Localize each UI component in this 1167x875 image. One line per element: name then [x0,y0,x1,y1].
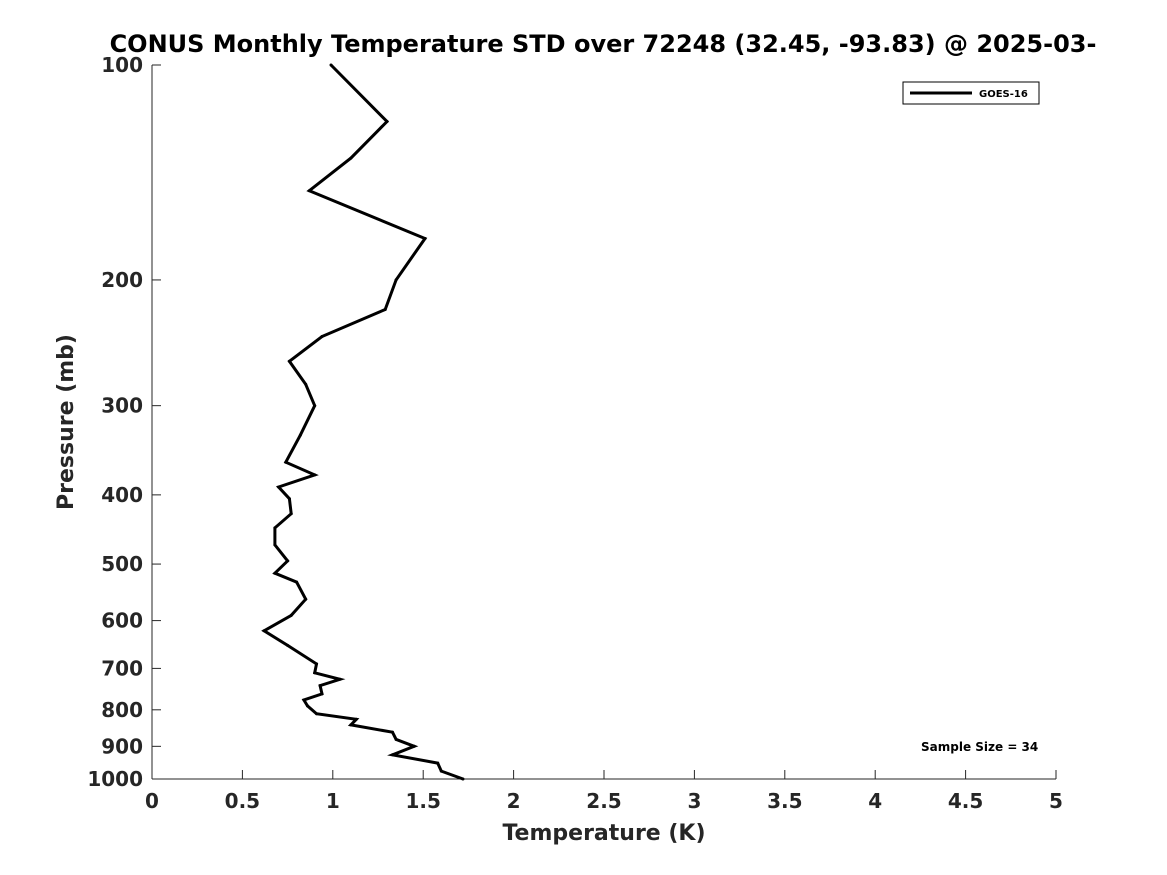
y-tick-label: 700 [101,656,143,680]
data-point [286,559,290,563]
y-tick-label: 500 [101,552,143,576]
data-point [273,571,277,575]
data-point [273,526,277,530]
y-tick-label: 200 [101,268,143,292]
data-point [320,692,324,696]
data-point [295,580,299,584]
data-point [320,335,324,338]
legend-label-goes16: GOES-16 [979,89,1028,100]
x-tick-label: 3 [687,789,701,813]
plot-axes [151,65,1056,780]
data-point [391,730,394,734]
data-point [286,643,290,647]
data-point [313,404,317,408]
data-point [436,761,440,765]
data-point [349,156,353,160]
data-point [287,497,291,501]
data-point [306,704,309,708]
data-point [338,677,342,681]
y-tick-label: 900 [101,734,143,758]
data-point [304,597,308,601]
data-point [302,698,306,702]
data-point [461,777,465,781]
data-point [273,543,277,547]
data-point [412,744,416,748]
sample-size-annotation: Sample Size = 34 [921,740,1038,754]
x-tick-label: 4.5 [948,789,983,813]
data-point [277,485,281,489]
data-point [289,613,293,617]
data-point [394,737,398,741]
data-point [313,473,317,477]
x-tick-label: 2.5 [586,789,621,813]
chart-title: CONUS Monthly Temperature STD over 72248… [110,30,1097,58]
data-point [394,278,398,282]
x-tick-label: 5 [1049,789,1063,813]
x-axis-ticks: 0 0.5 1 1.5 2 2.5 3 3.5 4 4.5 5 [145,770,1063,813]
data-point [383,308,387,311]
data-point [318,684,322,688]
data-point [349,723,353,727]
y-tick-label: 1000 [87,767,143,791]
y-axis-label: Pressure (mb) [54,334,79,510]
x-axis-label: Temperature (K) [502,821,705,846]
data-point [313,671,317,675]
data-point [329,63,333,67]
data-point [284,460,288,464]
series-layer [261,63,465,781]
data-point [315,662,318,666]
x-tick-label: 0.5 [225,789,260,813]
x-tick-label: 0 [145,789,159,813]
y-axis-ticks: 100 200 300 400 500 600 700 800 900 1000 [87,53,161,791]
data-point [315,712,318,716]
data-point [289,512,293,516]
y-tick-label: 800 [101,698,143,722]
y-tick-label: 400 [101,483,143,507]
x-tick-label: 1 [326,789,340,813]
y-tick-label: 600 [101,609,143,633]
series-line-goes16 [261,63,464,781]
x-tick-label: 2 [507,789,521,813]
x-tick-label: 4 [868,789,882,813]
y-tick-label: 100 [101,53,143,77]
data-point [307,189,311,193]
data-point [385,120,389,123]
data-point [423,237,427,240]
data-point [439,769,443,773]
data-point [354,717,358,721]
legend: GOES-16 [902,81,1040,105]
data-point [298,433,302,437]
y-tick-label: 300 [101,394,143,418]
data-point [262,629,266,633]
x-tick-label: 1.5 [405,789,440,813]
x-tick-label: 3.5 [767,789,802,813]
data-point [391,753,394,757]
data-point [304,382,308,386]
data-point [287,359,291,363]
